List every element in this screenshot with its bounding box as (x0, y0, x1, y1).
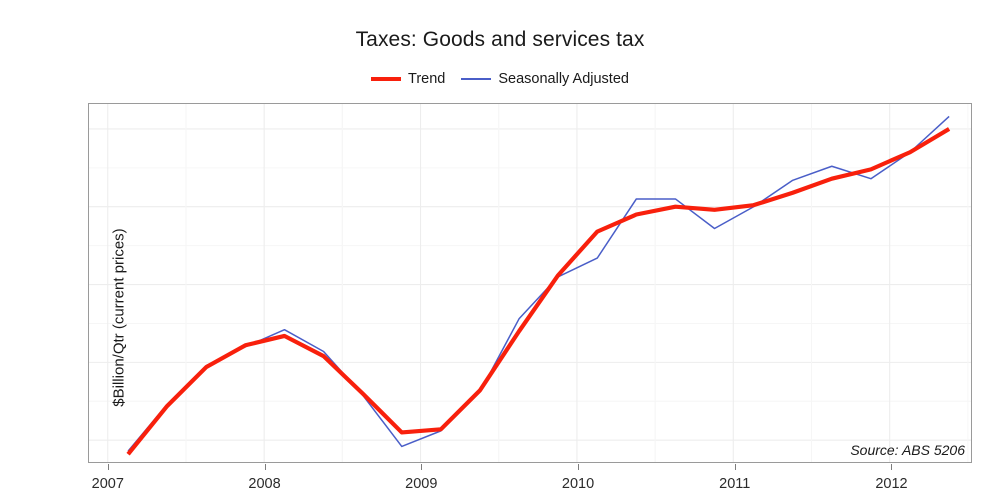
source-caption: Source: ABS 5206 (850, 442, 965, 458)
x-tick-label: 2010 (561, 476, 595, 492)
x-tick-mark (891, 464, 893, 470)
chart-legend: Trend Seasonally Adjusted (0, 71, 1000, 87)
legend-label-seasonally-adjusted: Seasonally Adjusted (498, 71, 629, 87)
legend-item-trend: Trend (371, 71, 445, 87)
x-tick-mark (734, 464, 736, 470)
x-tick-mark (421, 464, 423, 470)
series-line-seasonally-adjusted (127, 115, 950, 452)
plot-area: $Billion/Qtr (current prices) 10.511.011… (88, 103, 972, 492)
x-tick-label: 2007 (91, 476, 124, 492)
x-tick-label: 2008 (248, 476, 281, 492)
x-tick-label: 2011 (719, 476, 751, 492)
x-tick-label: 2009 (405, 476, 438, 492)
x-tick-mark (264, 464, 266, 470)
legend-swatch-trend (371, 77, 402, 81)
page-title: Taxes: Goods and services tax (355, 28, 645, 51)
series-line-trend (126, 127, 951, 456)
legend-item-seasonally-adjusted: Seasonally Adjusted (461, 71, 629, 87)
data-series-layer (126, 115, 951, 456)
y-axis-title: $Billion/Qtr (current prices) (110, 228, 128, 407)
x-tick-mark (107, 464, 109, 470)
legend-label-trend: Trend (408, 71, 446, 87)
legend-swatch-seasonally-adjusted (461, 78, 492, 80)
grid-lines (89, 104, 971, 462)
x-tick-label: 2012 (875, 476, 908, 492)
x-tick-mark (578, 464, 580, 470)
